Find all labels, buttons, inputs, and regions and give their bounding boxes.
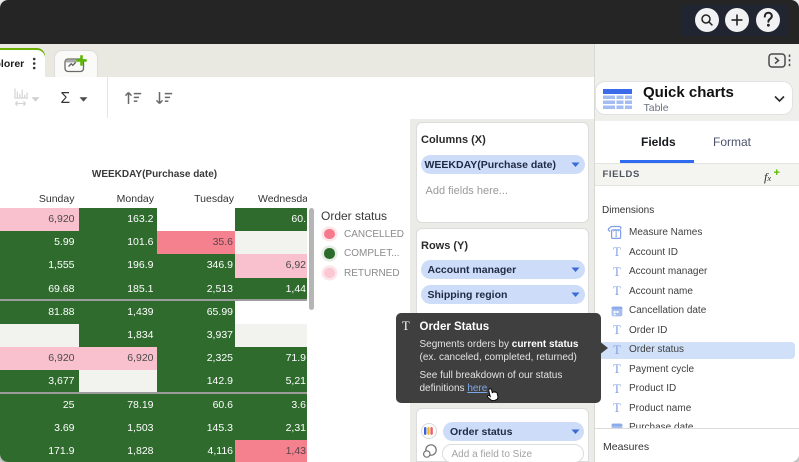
svg-text:T: T [613, 230, 619, 240]
